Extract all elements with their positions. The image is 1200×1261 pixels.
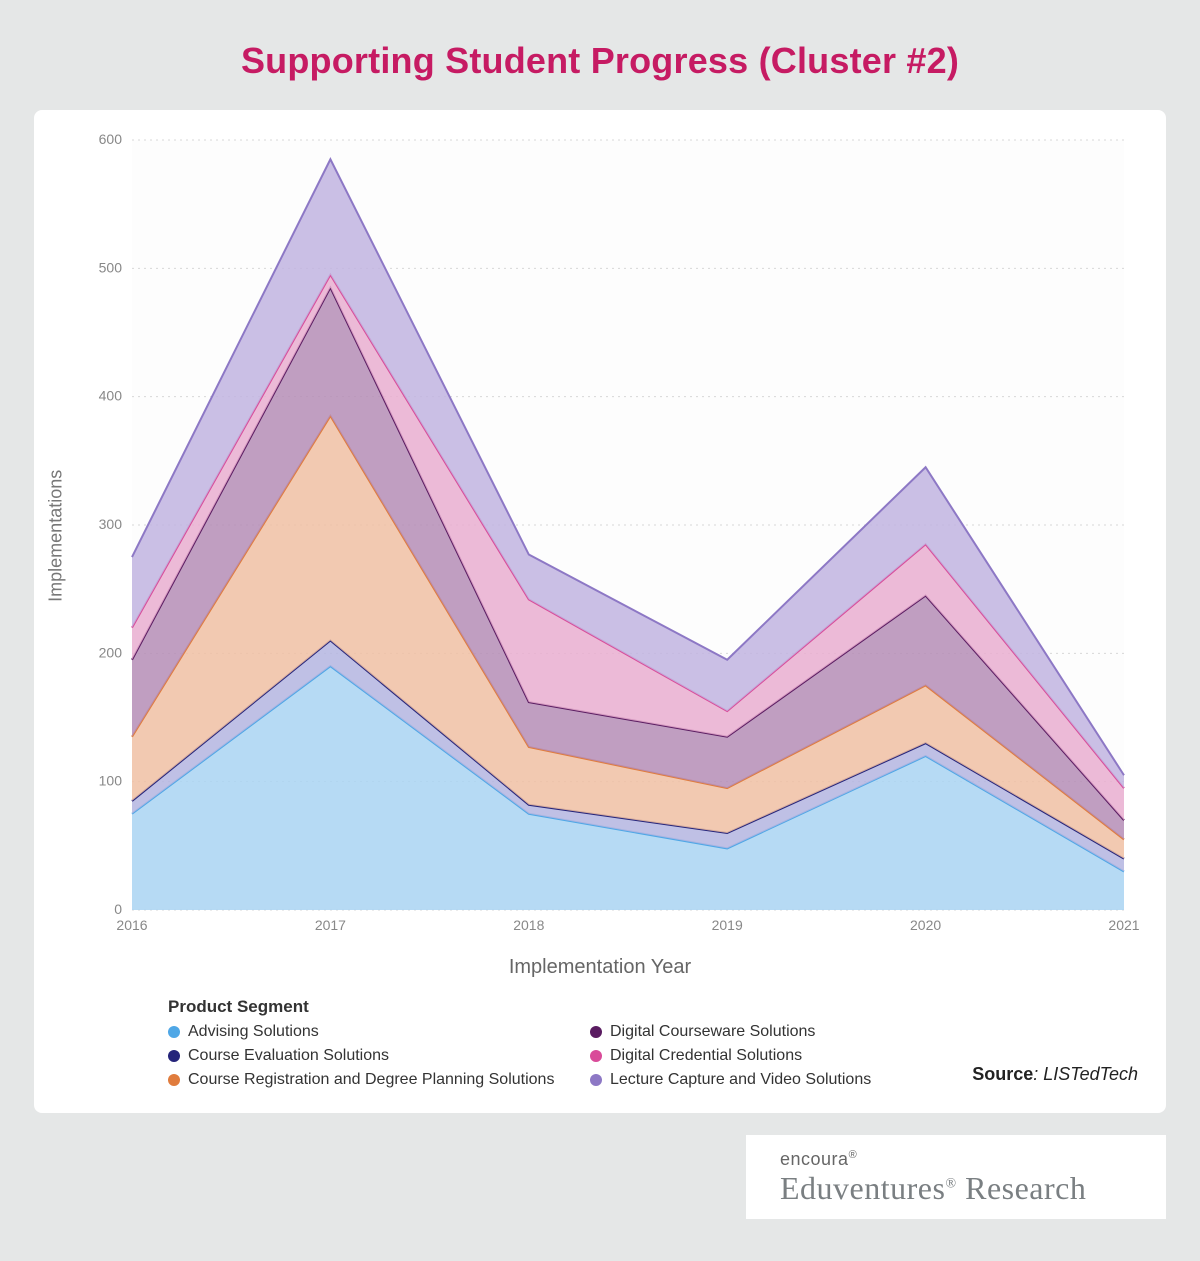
- logo-top: encoura®: [780, 1149, 1132, 1170]
- chart-area: Implementations 010020030040050060020162…: [62, 130, 1138, 950]
- legend-label: Digital Credential Solutions: [610, 1047, 802, 1065]
- svg-text:300: 300: [99, 516, 123, 532]
- legend-label: Lecture Capture and Video Solutions: [610, 1071, 871, 1089]
- svg-text:200: 200: [99, 644, 123, 660]
- xtick: 2016: [116, 917, 147, 933]
- xtick: 2019: [712, 917, 743, 933]
- page-container: Supporting Student Progress (Cluster #2)…: [0, 0, 1200, 1239]
- area-chart-svg: 0 100 200 300 400 500 600 2016 2017 2018 2019 2020 2…: [62, 130, 1142, 950]
- legend-label: Advising Solutions: [188, 1023, 319, 1041]
- svg-text:0: 0: [114, 901, 122, 917]
- logo-bottom-a: Eduventures: [780, 1170, 945, 1206]
- legend-title: Product Segment: [168, 997, 1138, 1017]
- legend-swatch: [590, 1050, 602, 1062]
- xtick: 2021: [1108, 917, 1139, 933]
- logo-bar: encoura® Eduventures® Research: [34, 1135, 1166, 1219]
- source-value: LISTedTech: [1043, 1064, 1138, 1084]
- source-attribution: Source: LISTedTech: [972, 1064, 1138, 1085]
- chart-card: Implementations 0 100 200 300 400 500 600 2016 2…: [34, 110, 1166, 1113]
- xtick: 2017: [315, 917, 346, 933]
- chart-title: Supporting Student Progress (Cluster #2): [34, 40, 1166, 82]
- legend-item-lecture_capture: Lecture Capture and Video Solutions: [590, 1071, 1000, 1089]
- xtick: 2020: [910, 917, 941, 933]
- x-axis-label: Implementation Year: [62, 956, 1138, 979]
- registered-mark: ®: [849, 1149, 858, 1161]
- legend-item-digital_courseware: Digital Courseware Solutions: [590, 1023, 1000, 1041]
- svg-text:100: 100: [99, 773, 123, 789]
- legend-item-course_reg: Course Registration and Degree Planning …: [168, 1071, 578, 1089]
- legend-swatch: [590, 1026, 602, 1038]
- legend-swatch: [168, 1050, 180, 1062]
- legend-label: Course Registration and Degree Planning …: [188, 1071, 554, 1089]
- legend-item-advising: Advising Solutions: [168, 1023, 578, 1041]
- logo-box: encoura® Eduventures® Research: [746, 1135, 1166, 1219]
- legend-swatch: [168, 1074, 180, 1086]
- source-label: Source: [972, 1064, 1033, 1084]
- registered-mark: ®: [945, 1176, 956, 1191]
- legend-item-digital_credential: Digital Credential Solutions: [590, 1047, 1000, 1065]
- svg-text:600: 600: [99, 131, 123, 147]
- y-axis-label: Implementations: [46, 470, 67, 602]
- legend-label: Digital Courseware Solutions: [610, 1023, 815, 1041]
- xtick: 2018: [513, 917, 544, 933]
- logo-bottom: Eduventures® Research: [780, 1170, 1132, 1207]
- svg-text:400: 400: [99, 388, 123, 404]
- logo-bottom-b: Research: [965, 1170, 1086, 1206]
- legend-item-course_eval: Course Evaluation Solutions: [168, 1047, 578, 1065]
- legend-swatch: [168, 1026, 180, 1038]
- legend-label: Course Evaluation Solutions: [188, 1047, 389, 1065]
- legend-swatch: [590, 1074, 602, 1086]
- svg-text:500: 500: [99, 259, 123, 275]
- source-sep: :: [1033, 1064, 1043, 1084]
- logo-top-text: encoura: [780, 1149, 849, 1169]
